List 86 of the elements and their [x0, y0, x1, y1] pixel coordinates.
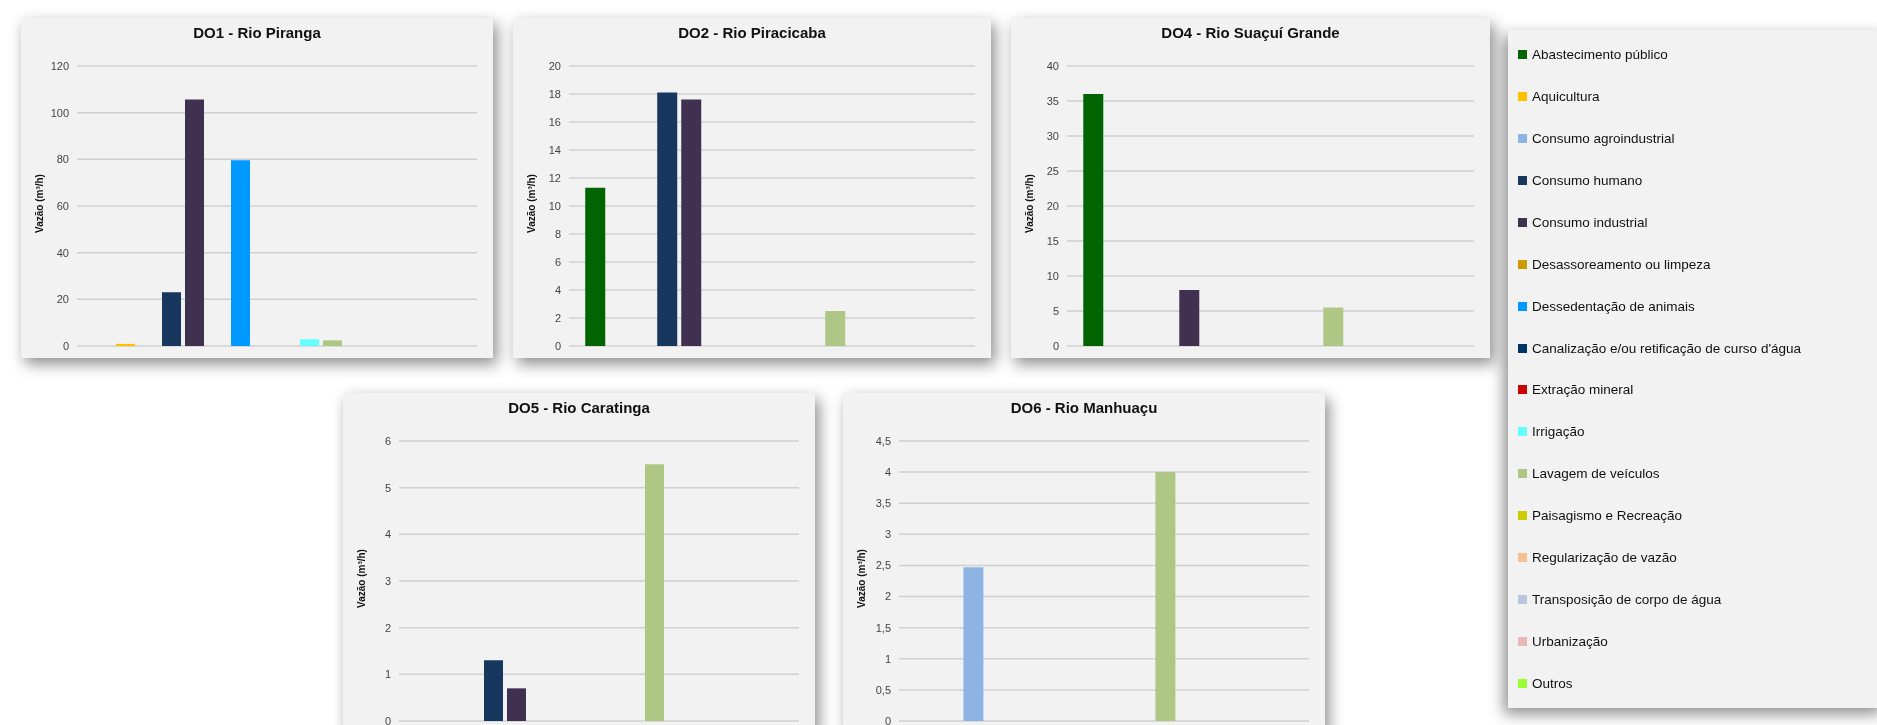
y-tick-label: 40	[56, 246, 69, 259]
y-tick-label: 20	[548, 59, 561, 72]
chart-title: DO2 - Rio Piracicaba	[677, 24, 827, 41]
y-tick-label: 0	[62, 339, 69, 352]
bar	[185, 99, 204, 346]
legend-label: Paisagismo e Recreação	[1532, 508, 1683, 524]
y-tick-label: 3	[884, 528, 891, 541]
y-tick-label: 3,5	[875, 497, 891, 510]
chart-title: DO6 - Rio Manhuaçu	[1009, 399, 1159, 416]
bar	[484, 660, 503, 721]
legend-label: Irrigação	[1532, 424, 1585, 440]
y-tick-label: 40	[1046, 59, 1059, 72]
bar	[645, 464, 664, 721]
y-tick-label: 1	[884, 652, 891, 665]
chart-title: DO1 - Rio Piranga	[192, 24, 322, 41]
legend-label: Dessedentação de animais	[1532, 298, 1695, 314]
y-tick-label: 5	[384, 481, 391, 494]
y-tick-label: 10	[548, 199, 561, 212]
legend-label: Outros	[1532, 675, 1573, 691]
chart-title: DO4 - Rio Suaçuí Grande	[1160, 24, 1341, 41]
legend-label: Canalização e/ou retificação de curso d'água	[1532, 340, 1801, 356]
y-axis-title: Vazão (m³/h)	[855, 548, 867, 608]
legend-label: Regularização de vazão	[1532, 549, 1677, 565]
legend-label: Transposição de corpo de água	[1532, 591, 1722, 607]
y-tick-label: 2	[554, 311, 561, 324]
y-tick-label: 12	[548, 171, 561, 184]
legend-label: Urbanização	[1532, 633, 1608, 649]
legend-label: Abastecimento público	[1532, 47, 1668, 63]
y-tick-label: 6	[554, 255, 561, 268]
bar	[585, 187, 606, 346]
y-axis-title: Vazão (m³/h)	[355, 548, 367, 608]
y-axis-title: Vazão (m³/h)	[33, 173, 45, 233]
y-tick-label: 0	[384, 714, 391, 725]
y-tick-label: 0	[884, 714, 891, 725]
bar	[825, 311, 846, 346]
y-axis-title: Vazão (m³/h)	[1023, 173, 1035, 233]
y-tick-label: 15	[1046, 234, 1059, 247]
y-tick-label: 3	[384, 574, 391, 587]
y-tick-label: 35	[1046, 94, 1059, 107]
bar	[116, 343, 135, 346]
bar	[681, 99, 702, 346]
bar	[657, 92, 678, 346]
bar	[300, 339, 319, 346]
y-tick-label: 6	[384, 434, 391, 447]
y-tick-label: 0,5	[875, 683, 891, 696]
bar	[231, 160, 250, 346]
y-tick-label: 2,5	[875, 559, 891, 572]
y-tick-label: 4	[554, 283, 561, 296]
y-tick-label: 80	[56, 153, 69, 166]
legend-label: Lavagem de veículos	[1532, 466, 1660, 482]
y-tick-label: 8	[554, 227, 561, 240]
y-tick-label: 1	[384, 668, 391, 681]
legend-label: Consumo agroindustrial	[1532, 131, 1675, 147]
y-tick-label: 2	[384, 621, 391, 634]
y-tick-label: 18	[548, 87, 561, 100]
y-tick-label: 20	[1046, 199, 1059, 212]
y-tick-label: 4,5	[875, 434, 891, 447]
bar	[507, 688, 526, 721]
y-tick-label: 4	[384, 528, 391, 541]
y-tick-label: 0	[1052, 339, 1059, 352]
legend-label: Consumo industrial	[1532, 214, 1648, 230]
y-tick-label: 100	[50, 106, 69, 119]
y-tick-label: 30	[1046, 129, 1059, 142]
y-tick-label: 10	[1046, 269, 1059, 282]
y-tick-label: 1,5	[875, 621, 891, 634]
bar	[1323, 307, 1344, 346]
bar	[323, 340, 342, 346]
y-tick-label: 0	[554, 339, 561, 352]
y-tick-label: 60	[56, 199, 69, 212]
y-tick-label: 16	[548, 115, 561, 128]
y-axis-title: Vazão (m³/h)	[525, 173, 537, 233]
y-tick-label: 14	[548, 143, 561, 156]
bar	[1083, 94, 1104, 346]
legend-label: Extração mineral	[1532, 382, 1634, 398]
chart-title: DO5 - Rio Caratinga	[507, 399, 651, 416]
y-tick-label: 5	[1052, 304, 1059, 317]
y-tick-label: 25	[1046, 164, 1059, 177]
legend-label: Consumo humano	[1532, 173, 1643, 189]
bar	[162, 292, 181, 346]
y-tick-label: 20	[56, 293, 69, 306]
bar	[1179, 290, 1200, 346]
y-tick-label: 120	[50, 59, 69, 72]
y-tick-label: 2	[884, 590, 891, 603]
y-tick-label: 4	[884, 466, 891, 479]
legend-label: Aquicultura	[1532, 89, 1600, 105]
legend-label: Desassoreamento ou limpeza	[1532, 256, 1711, 272]
